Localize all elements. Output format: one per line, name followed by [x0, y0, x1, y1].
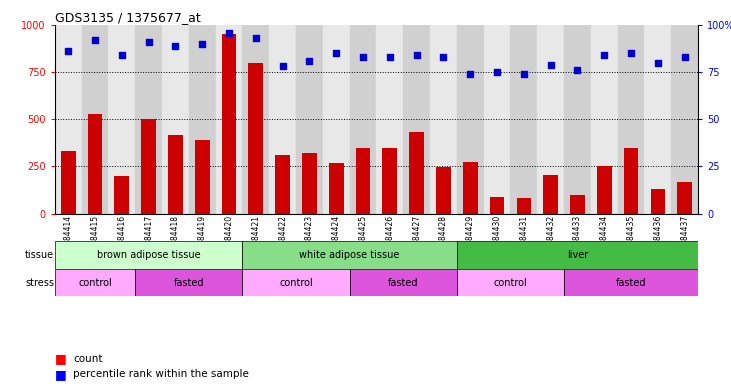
Text: white adipose tissue: white adipose tissue — [300, 250, 400, 260]
Bar — [135, 25, 162, 214]
Bar — [463, 162, 477, 214]
Text: count: count — [73, 354, 102, 364]
Point — [116, 52, 128, 58]
Bar — [243, 241, 457, 269]
Point — [518, 71, 530, 77]
Bar — [436, 167, 451, 214]
Bar — [591, 25, 618, 214]
Bar — [537, 25, 564, 214]
Text: liver: liver — [567, 250, 588, 260]
Bar — [162, 25, 189, 214]
Text: control: control — [493, 278, 527, 288]
Point — [625, 50, 637, 56]
Point — [89, 37, 101, 43]
Bar — [55, 25, 82, 214]
Bar — [618, 25, 645, 214]
Point — [411, 52, 423, 58]
Bar — [564, 269, 698, 296]
Bar — [216, 25, 243, 214]
Bar — [168, 135, 183, 214]
Bar — [323, 25, 349, 214]
Point — [679, 54, 691, 60]
Point — [599, 52, 610, 58]
Bar — [671, 25, 698, 214]
Point — [197, 41, 208, 47]
Text: stress: stress — [26, 278, 54, 288]
Bar — [404, 25, 430, 214]
Bar — [296, 25, 323, 214]
Point — [491, 69, 503, 75]
Text: fasted: fasted — [173, 278, 204, 288]
Text: GDS3135 / 1375677_at: GDS3135 / 1375677_at — [55, 11, 200, 24]
Bar — [135, 269, 243, 296]
Bar — [484, 25, 510, 214]
Point — [357, 54, 369, 60]
Point — [330, 50, 342, 56]
Bar — [356, 147, 371, 214]
Point — [277, 63, 289, 70]
Bar — [249, 63, 263, 214]
Bar — [624, 147, 638, 214]
Bar — [543, 175, 558, 214]
Bar — [457, 25, 484, 214]
Bar — [490, 197, 504, 214]
Point — [303, 58, 315, 64]
Bar — [55, 269, 135, 296]
Bar — [115, 176, 129, 214]
Bar — [376, 25, 404, 214]
Point — [250, 35, 262, 41]
Bar — [457, 269, 564, 296]
Bar — [510, 25, 537, 214]
Bar — [457, 241, 698, 269]
Bar — [302, 153, 317, 214]
Text: control: control — [279, 278, 313, 288]
Bar — [349, 25, 376, 214]
Text: ■: ■ — [55, 353, 67, 366]
Point — [438, 54, 450, 60]
Bar — [82, 25, 108, 214]
Bar — [409, 132, 424, 214]
Bar — [108, 25, 135, 214]
Bar — [597, 166, 612, 214]
Bar — [243, 25, 269, 214]
Bar — [276, 155, 290, 214]
Point — [384, 54, 395, 60]
Bar — [430, 25, 457, 214]
Point — [572, 67, 583, 73]
Bar — [678, 182, 692, 214]
Bar — [195, 140, 210, 214]
Bar — [189, 25, 216, 214]
Text: fasted: fasted — [616, 278, 646, 288]
Bar — [243, 269, 349, 296]
Point — [652, 60, 664, 66]
Text: brown adipose tissue: brown adipose tissue — [96, 250, 200, 260]
Text: percentile rank within the sample: percentile rank within the sample — [73, 369, 249, 379]
Bar — [651, 189, 665, 214]
Bar — [329, 162, 344, 214]
Bar — [382, 149, 397, 214]
Text: fasted: fasted — [388, 278, 419, 288]
Bar — [88, 114, 102, 214]
Point — [62, 48, 74, 55]
Point — [170, 43, 181, 49]
Bar — [349, 269, 457, 296]
Point — [464, 71, 476, 77]
Bar — [570, 195, 585, 214]
Bar — [517, 199, 531, 214]
Point — [545, 61, 556, 68]
Text: control: control — [78, 278, 112, 288]
Text: ■: ■ — [55, 368, 67, 381]
Point — [223, 30, 235, 36]
Bar — [269, 25, 296, 214]
Bar — [141, 119, 156, 214]
Bar — [564, 25, 591, 214]
Bar — [55, 241, 243, 269]
Bar — [645, 25, 671, 214]
Bar — [221, 35, 236, 214]
Bar — [61, 151, 75, 214]
Text: tissue: tissue — [25, 250, 54, 260]
Point — [143, 39, 154, 45]
